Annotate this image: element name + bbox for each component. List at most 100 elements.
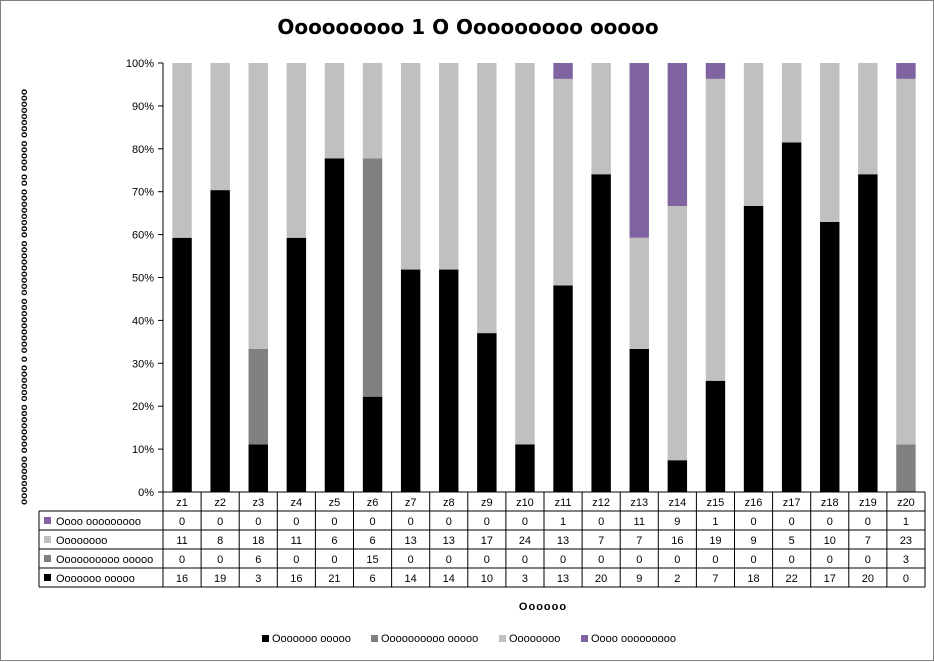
table-cell-z14: 16 [671, 535, 683, 547]
bar-segment-z1-series-0 [172, 237, 192, 492]
category-label-z5: z5 [329, 497, 341, 509]
table-cell-z8: 0 [446, 516, 452, 528]
legend-label: Oooooooo [509, 633, 560, 645]
table-series-label: Oooooooooo ooooo [56, 554, 153, 566]
table-cell-z7: 0 [408, 554, 414, 566]
table-cell-z16: 0 [750, 554, 756, 566]
category-label-z15: z15 [707, 497, 725, 509]
bar-segment-z9-series-2 [477, 63, 497, 334]
table-cell-z12: 0 [598, 554, 604, 566]
table-cell-z11: 1 [560, 516, 566, 528]
table-cell-z19: 20 [862, 573, 874, 585]
table-cell-z6: 0 [369, 516, 375, 528]
table-cell-z3: 18 [252, 535, 264, 547]
bar-segment-z2-series-0 [210, 190, 230, 492]
table-cell-z8: 13 [443, 535, 455, 547]
bar-segment-z15-series-3 [705, 63, 726, 79]
table-cell-z17: 0 [789, 554, 795, 566]
category-label-z9: z9 [481, 497, 493, 509]
table-cell-z5: 0 [331, 554, 337, 566]
bar-segment-z19-series-2 [858, 63, 878, 175]
table-legend-key [44, 517, 51, 524]
table-cell-z14: 9 [674, 516, 680, 528]
table-cell-z9: 10 [481, 573, 493, 585]
bar-segment-z15-series-0 [705, 380, 726, 492]
bar-segment-z11-series-0 [553, 285, 573, 492]
table-cell-z10: 3 [522, 573, 528, 585]
table-legend-key [44, 536, 51, 543]
bar-segment-z11-series-3 [553, 63, 573, 79]
table-cell-z6: 6 [369, 573, 375, 585]
table-cell-z13: 11 [634, 516, 645, 528]
table-cell-z12: 20 [595, 573, 607, 585]
category-label-z14: z14 [668, 497, 686, 509]
category-label-z10: z10 [516, 497, 534, 509]
category-label-z6: z6 [367, 497, 379, 509]
y-tick-label: 20% [132, 401, 154, 413]
table-cell-z4: 11 [291, 535, 302, 547]
bar-segment-z20-series-2 [896, 78, 916, 445]
y-tick-label: 100% [126, 58, 154, 70]
table-cell-z14: 2 [674, 573, 680, 585]
table-cell-z5: 0 [331, 516, 337, 528]
bar-segment-z7-series-0 [400, 269, 421, 492]
table-cell-z10: 0 [522, 516, 528, 528]
bar-segment-z3-series-0 [248, 444, 268, 492]
data-table: z1 z2 z3 z4 z5 z6 z7 z8 z9 z10 z11 z12 z13 z14 z15 z16 z… [38, 491, 926, 588]
table-cell-z17: 5 [789, 535, 795, 547]
bar-segment-z16-series-0 [743, 206, 764, 492]
table-cell-z15: 19 [709, 535, 721, 547]
bar-segment-z8-series-0 [439, 269, 459, 492]
table-cell-z2: 0 [217, 554, 223, 566]
bar-segment-z6-series-1 [362, 158, 383, 397]
y-tick-label: 0% [138, 487, 154, 499]
table-cell-z9: 0 [484, 516, 490, 528]
table-cell-z11: 13 [557, 535, 569, 547]
y-tick-label: 30% [132, 358, 154, 370]
bar-segment-z5-series-0 [324, 158, 345, 493]
bar-segment-z19-series-0 [858, 174, 878, 492]
table-cell-z2: 0 [217, 516, 223, 528]
category-label-z17: z17 [783, 497, 801, 509]
table-cell-z2: 8 [217, 535, 223, 547]
table-cell-z13: 9 [636, 573, 642, 585]
category-label-z12: z12 [592, 497, 610, 509]
table-cell-z12: 0 [598, 516, 604, 528]
table-cell-z15: 1 [712, 516, 718, 528]
bar-segment-z17-series-2 [781, 63, 802, 143]
table-legend-key [44, 574, 51, 581]
table-cell-z13: 0 [636, 554, 642, 566]
table-cell-z19: 0 [865, 516, 871, 528]
table-cell-z10: 0 [522, 554, 528, 566]
bar-segment-z7-series-2 [400, 63, 421, 270]
table-cell-z7: 0 [408, 516, 414, 528]
table-series-label: Ooooooo ooooo [56, 573, 135, 585]
y-tick-label: 80% [132, 144, 154, 156]
table-cell-z1: 11 [176, 535, 187, 547]
table-cell-z5: 6 [331, 535, 337, 547]
category-label-z13: z13 [630, 497, 648, 509]
bar-segment-z1-series-2 [172, 63, 192, 238]
table-cell-z7: 13 [405, 535, 417, 547]
category-label-z20: z20 [897, 497, 915, 509]
table-cell-z11: 0 [560, 554, 566, 566]
table-cell-z1: 16 [176, 573, 188, 585]
bar-segment-z14-series-0 [667, 460, 688, 492]
table-cell-z15: 7 [712, 573, 718, 585]
table-cell-z2: 19 [214, 573, 226, 585]
bar-segment-z3-series-2 [248, 63, 268, 349]
bar-segment-z13-series-0 [629, 349, 649, 492]
table-cell-z19: 7 [865, 535, 871, 547]
table-cell-z7: 14 [405, 573, 417, 585]
y-tick-label: 90% [132, 101, 154, 113]
table-cell-z4: 0 [293, 516, 299, 528]
table-cell-z4: 0 [293, 554, 299, 566]
table-cell-z3: 3 [255, 573, 261, 585]
bar-segment-z16-series-2 [743, 63, 764, 206]
y-tick-label: 10% [132, 444, 154, 456]
bar-segment-z9-series-0 [477, 333, 497, 492]
legend-label: Ooooooo ooooo [272, 633, 351, 645]
table-cell-z8: 14 [443, 573, 455, 585]
